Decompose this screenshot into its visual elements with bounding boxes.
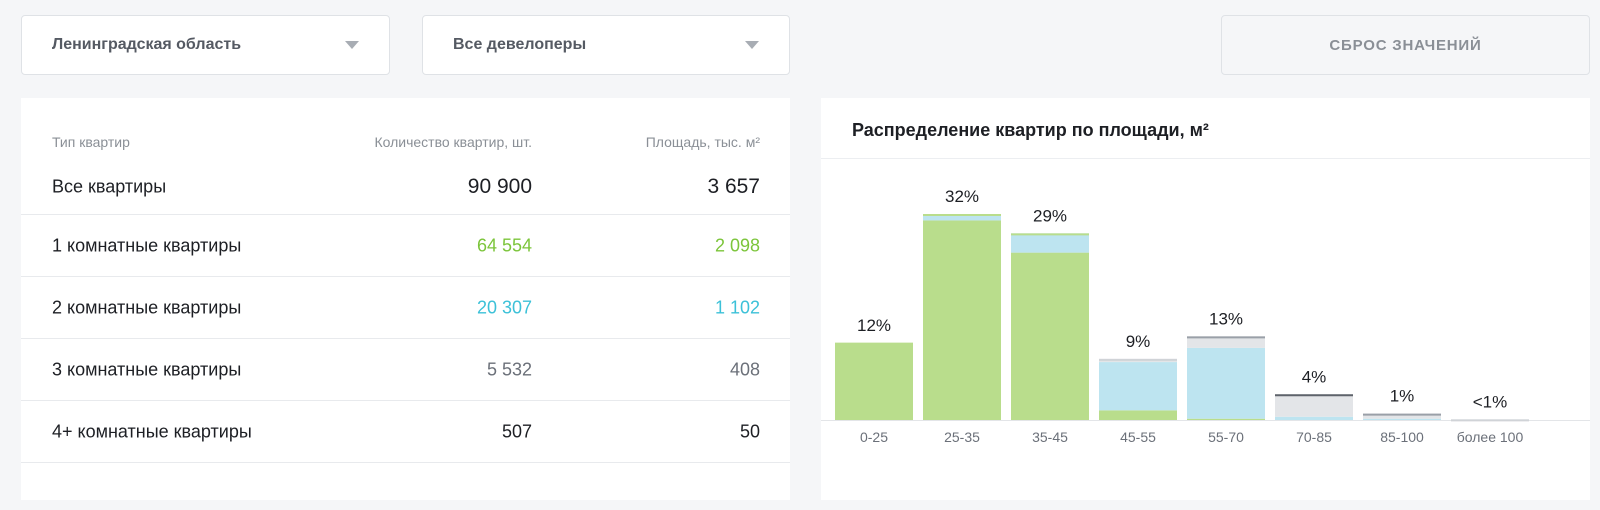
bar-segment <box>1099 362 1177 411</box>
bar-value-label: 4% <box>1302 367 1327 386</box>
row-label: 4+ комнатные квартиры <box>52 421 252 441</box>
row-area: 408 <box>729 359 760 379</box>
x-tick-label: 0-25 <box>860 429 888 445</box>
region-select-value: Ленинградская область <box>52 36 242 53</box>
developer-select[interactable]: Все девелоперы <box>422 15 790 75</box>
bar-segment <box>923 214 1001 221</box>
area-distribution-chart: Распределение квартир по площади, м² 12%… <box>821 98 1590 500</box>
row-count: 64 554 <box>476 235 532 255</box>
bar-segment <box>1275 416 1353 420</box>
table-row-total: Все квартиры 90 900 3 657 <box>21 160 790 215</box>
bar-segment <box>1275 394 1353 417</box>
row-area: 50 <box>739 421 760 441</box>
bar-segment <box>1099 410 1177 420</box>
bar-value-label: 13% <box>1209 309 1243 328</box>
bar-value-label: 32% <box>945 187 979 206</box>
bar-value-label: 9% <box>1126 332 1151 351</box>
x-tick-label: 45-55 <box>1120 429 1156 445</box>
table-row: 3 комнатные квартиры 5 532 408 <box>21 339 790 401</box>
row-count: 5 532 <box>486 359 532 379</box>
chevron-down-icon <box>345 41 359 49</box>
x-tick-label: 70-85 <box>1296 429 1332 445</box>
table-header: Тип квартир Количество квартир, шт. Площ… <box>21 134 790 154</box>
x-tick-label: более 100 <box>1457 429 1524 445</box>
bar-segment <box>1187 336 1265 348</box>
bar-segment <box>923 220 1001 420</box>
bar-value-label: <1% <box>1473 392 1508 411</box>
row-label: 2 комнатные квартиры <box>52 297 242 317</box>
bar-segment <box>835 342 913 420</box>
bar-value-label: 12% <box>857 316 891 335</box>
row-area: 2 098 <box>714 235 760 255</box>
header-type: Тип квартир <box>52 134 130 150</box>
row-label: Все квартиры <box>52 176 167 197</box>
chart-plot: 12% 0-25 32% 25-35 29% 35-45 9% 45-55 13% 55-70 4%… <box>821 187 1590 445</box>
apartment-types-table: Тип квартир Количество квартир, шт. Площ… <box>21 98 790 500</box>
reset-values-button[interactable]: СБРОС ЗНАЧЕНИЙ <box>1221 15 1590 75</box>
chart-title: Распределение квартир по площади, м² <box>852 120 1209 140</box>
bar-segment <box>1187 418 1265 420</box>
row-area: 3 657 <box>707 175 760 198</box>
x-tick-label: 35-45 <box>1032 429 1068 445</box>
header-count: Количество квартир, шт. <box>374 134 532 150</box>
bar-segment <box>1187 347 1265 419</box>
bar-segment <box>1363 413 1441 419</box>
bar-segment <box>1011 233 1089 253</box>
header-area: Площадь, тыс. м² <box>645 134 760 150</box>
row-area: 1 102 <box>714 297 760 317</box>
bar-value-label: 1% <box>1390 387 1415 406</box>
divider <box>821 158 1590 159</box>
x-tick-label: 85-100 <box>1380 429 1424 445</box>
developer-select-value: Все девелоперы <box>453 36 587 53</box>
bar-value-label: 29% <box>1033 206 1067 225</box>
bar-segment <box>1011 252 1089 420</box>
row-label: 3 комнатные квартиры <box>52 359 242 379</box>
table-row: 2 комнатные квартиры 20 307 1 102 <box>21 277 790 339</box>
table-row: 1 комнатные квартиры 64 554 2 098 <box>21 215 790 277</box>
table-row: 4+ комнатные квартиры 507 50 <box>21 401 790 463</box>
chevron-down-icon <box>745 41 759 49</box>
x-tick-label: 25-35 <box>944 429 980 445</box>
row-count: 90 900 <box>467 175 532 198</box>
row-label: 1 комнатные квартиры <box>52 235 242 255</box>
bar-segment <box>1363 418 1441 420</box>
row-count: 507 <box>501 421 532 441</box>
row-count: 20 307 <box>476 297 532 317</box>
region-select[interactable]: Ленинградская область <box>21 15 390 75</box>
x-tick-label: 55-70 <box>1208 429 1244 445</box>
